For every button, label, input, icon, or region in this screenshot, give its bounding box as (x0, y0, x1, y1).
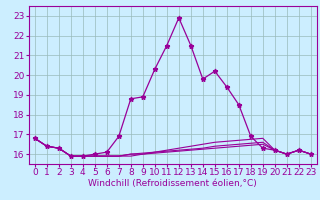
X-axis label: Windchill (Refroidissement éolien,°C): Windchill (Refroidissement éolien,°C) (88, 179, 257, 188)
